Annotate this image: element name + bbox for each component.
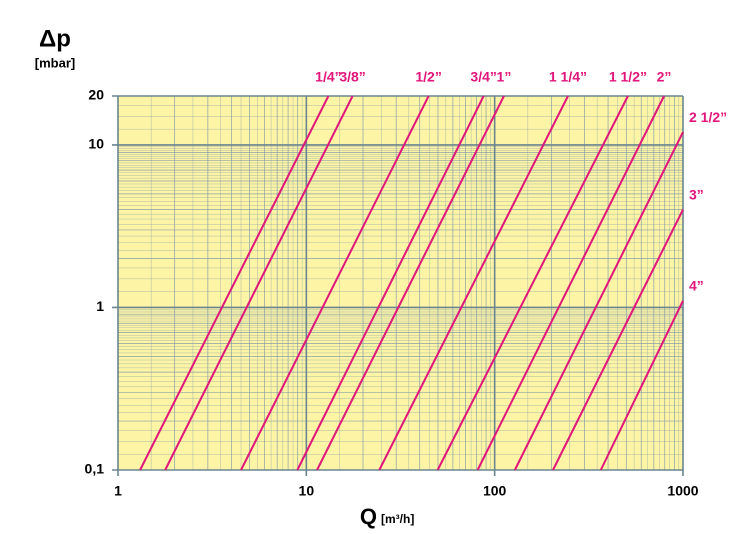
y-tick-label: 0,1 bbox=[85, 461, 105, 477]
y-axis-label: Δp bbox=[39, 25, 71, 52]
legend-label: 2” bbox=[657, 69, 672, 85]
flow-line bbox=[139, 95, 330, 471]
legend-label: 1 1/2” bbox=[609, 69, 647, 85]
flow-line bbox=[552, 209, 684, 471]
legend-label: 1” bbox=[497, 69, 512, 85]
x-axis-unit: [m³/h] bbox=[381, 512, 414, 526]
flow-line bbox=[240, 95, 430, 471]
flow-line bbox=[513, 131, 684, 471]
legend-label: 1 1/4” bbox=[549, 69, 587, 85]
x-tick-label: 10 bbox=[299, 483, 315, 499]
x-axis-label: Q bbox=[360, 504, 377, 529]
x-tick-label: 100 bbox=[483, 483, 507, 499]
flow-line bbox=[164, 95, 354, 471]
flow-line bbox=[436, 95, 629, 471]
legend-label: 1/4” bbox=[315, 69, 341, 85]
flow-line bbox=[296, 95, 485, 471]
x-tick-label: 1000 bbox=[667, 483, 698, 499]
x-tick-label: 1 bbox=[114, 483, 122, 499]
legend-label: 2 1/2” bbox=[689, 109, 727, 125]
y-tick-label: 20 bbox=[88, 87, 104, 103]
legend-label: 4” bbox=[689, 277, 704, 293]
legend-label: 3/4” bbox=[470, 69, 496, 85]
y-tick-label: 10 bbox=[88, 136, 104, 152]
flow-line bbox=[599, 300, 684, 471]
flow-line bbox=[378, 95, 569, 471]
flow-line bbox=[476, 95, 665, 471]
y-axis-unit: [mbar] bbox=[35, 55, 75, 70]
legend-label: 1/2” bbox=[415, 69, 441, 85]
flow-line bbox=[316, 95, 505, 471]
legend-label: 3/8” bbox=[339, 69, 365, 85]
y-tick-label: 1 bbox=[96, 298, 104, 314]
legend-label: 3” bbox=[689, 186, 704, 202]
